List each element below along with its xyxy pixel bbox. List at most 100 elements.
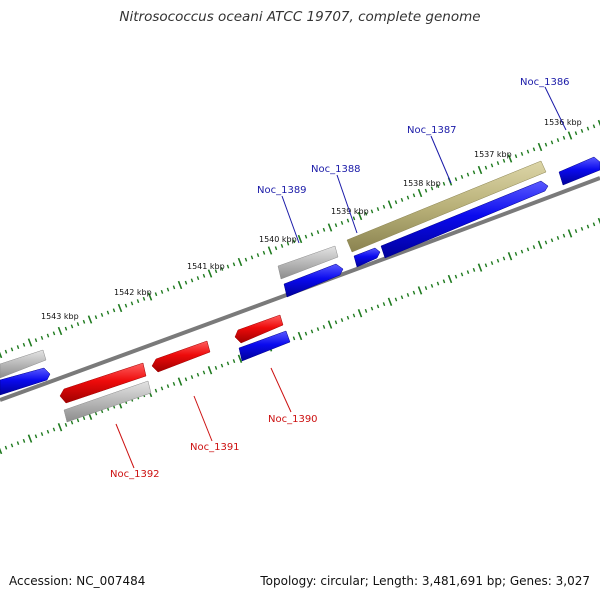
gene-feature-gray-lower[interactable] <box>63 380 152 423</box>
outer-scale-tick <box>334 223 338 228</box>
gene-feature-gray-upper[interactable] <box>277 245 339 280</box>
gene-feature-noc1388[interactable] <box>353 247 381 268</box>
outer-scale-tick <box>502 158 506 163</box>
outer-scale-tick <box>292 239 296 244</box>
inner-scale-tick <box>417 286 423 295</box>
outer-scale-tick <box>214 269 218 274</box>
gene-feature-noc1389[interactable] <box>283 263 344 298</box>
inner-scale-tick <box>520 249 524 254</box>
gene-label-noc1386[interactable]: Noc_1386 <box>520 77 570 88</box>
gene-label-noc1389[interactable]: Noc_1389 <box>257 185 307 196</box>
outer-scale-tick <box>64 326 68 331</box>
outer-scale-tick <box>237 257 243 267</box>
inner-scale-tick <box>526 247 530 252</box>
outer-scale-tick <box>220 266 224 271</box>
outer-scale-tick <box>597 119 600 127</box>
gene-feature-noc1392[interactable] <box>59 362 147 404</box>
outer-scale-tick <box>442 181 446 186</box>
outer-scale-tick <box>507 154 513 163</box>
inner-scale-tick <box>387 297 393 306</box>
gene-feature-noc1390[interactable] <box>238 330 291 362</box>
gene-feature-noc1391[interactable] <box>151 340 211 373</box>
inner-scale-tick <box>226 361 230 366</box>
outer-scale-tick <box>544 142 548 147</box>
inner-scale-tick <box>592 222 596 227</box>
gene-feature-blue-left[interactable] <box>0 367 51 396</box>
leader-noc1389 <box>281 195 300 244</box>
outer-scale-tick <box>550 140 554 145</box>
outer-scale-tick <box>46 333 50 338</box>
gene-label-noc1392[interactable]: Noc_1392 <box>110 469 160 480</box>
inner-scale-tick <box>574 229 578 234</box>
outer-scale-tick <box>142 296 146 301</box>
inner-scale-tick <box>220 363 224 368</box>
outer-scale-tick <box>310 232 314 237</box>
inner-scale-tick <box>532 245 536 250</box>
outer-scale-tick <box>106 310 110 315</box>
outer-scale-tick <box>117 303 123 313</box>
inner-scale-tick <box>52 427 56 432</box>
outer-scale-tick <box>94 315 98 320</box>
outer-scale-tick <box>436 184 440 189</box>
inner-scale-tick <box>190 375 194 379</box>
outer-scale-tick <box>244 257 248 262</box>
gene-label-noc1390[interactable]: Noc_1390 <box>268 414 318 425</box>
gene-feature-olive[interactable] <box>346 160 547 253</box>
inner-scale-tick <box>484 263 488 268</box>
outer-scale-tick <box>196 276 200 281</box>
outer-scale-tick <box>280 243 284 248</box>
inner-scale-tick <box>406 293 410 297</box>
gene-feature-gray-left[interactable] <box>0 349 47 379</box>
outer-scale-tick <box>357 211 363 221</box>
outer-scale-tick <box>537 142 543 152</box>
outer-scale-tick <box>256 253 260 258</box>
inner-scale-tick <box>454 274 458 279</box>
inner-scale-tick <box>22 438 26 443</box>
inner-scale-tick <box>172 381 176 386</box>
inner-scale-tick <box>0 447 3 455</box>
gene-feature-red-small[interactable] <box>234 314 284 344</box>
inner-scale-tick <box>580 226 584 231</box>
outer-scale-tick <box>400 197 404 202</box>
outer-scale-tick <box>112 308 116 313</box>
inner-scale-tick <box>376 304 380 309</box>
accession-text: Accession: NC_007484 <box>9 574 146 588</box>
outer-scale-tick <box>586 126 590 131</box>
inner-scale-tick <box>357 309 363 318</box>
map-title: Nitrosococcus oceani ATCC 19707, complet… <box>119 9 481 25</box>
inner-scale-tick <box>400 295 404 300</box>
gene-label-noc1388[interactable]: Noc_1388 <box>311 164 361 175</box>
kbp-label-1538: 1538 kbp <box>403 179 441 188</box>
outer-scale-tick <box>490 163 494 168</box>
inner-scale-tick <box>46 429 50 434</box>
outer-scale-tick <box>454 177 458 182</box>
inner-scale-tick <box>586 224 590 229</box>
inner-scale-tick <box>27 434 33 443</box>
outer-scale-tick <box>262 250 266 255</box>
leader-noc1390 <box>270 367 292 413</box>
inner-scale-tick <box>442 279 446 284</box>
outer-scale-tick <box>376 207 380 212</box>
leader-noc1392 <box>115 423 135 469</box>
inner-scale-tick <box>184 377 188 382</box>
inner-scale-tick <box>556 236 560 240</box>
inner-scale-tick <box>370 306 374 311</box>
outer-scale-tick <box>57 326 63 336</box>
outer-scale-tick <box>136 299 140 304</box>
inner-scale-tick <box>196 372 200 377</box>
outer-scale-tick <box>472 170 476 175</box>
inner-scale-tick <box>160 386 164 391</box>
inner-scale-tick <box>214 365 218 370</box>
outer-scale-tick <box>460 174 464 179</box>
inner-scale-tick <box>34 434 38 439</box>
gene-feature-noc1387[interactable] <box>380 180 549 259</box>
leader-noc1387 <box>430 135 452 184</box>
outer-scale-tick <box>130 301 134 306</box>
gene-label-noc1391[interactable]: Noc_1391 <box>190 442 240 453</box>
gene-feature-noc1386[interactable] <box>558 156 600 186</box>
inner-scale-tick <box>327 320 333 329</box>
outer-scale-tick <box>267 246 273 255</box>
outer-scale-tick <box>304 234 308 239</box>
gene-label-noc1387[interactable]: Noc_1387 <box>407 125 457 136</box>
